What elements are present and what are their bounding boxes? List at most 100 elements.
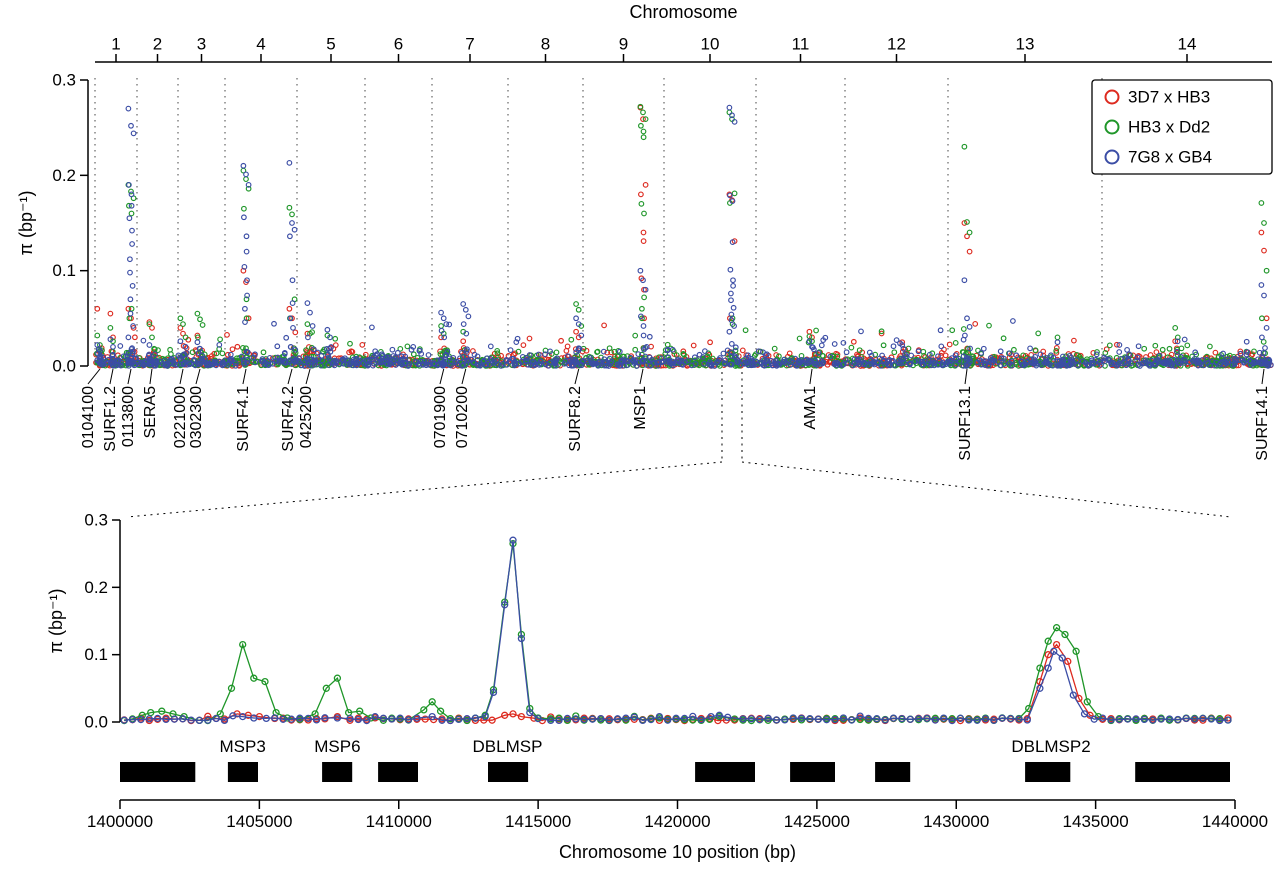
- chromosome-tick-label: 1: [111, 35, 120, 54]
- data-point: [369, 324, 375, 331]
- data-point: [212, 714, 220, 723]
- data-point: [189, 349, 196, 356]
- data-point: [700, 354, 706, 360]
- data-point: [729, 198, 736, 204]
- data-point: [149, 325, 155, 331]
- data-point: [907, 360, 913, 367]
- data-point: [220, 361, 227, 368]
- data-point: [952, 340, 959, 346]
- gene-label: DBLMSP2: [1011, 737, 1090, 756]
- data-point: [949, 327, 956, 334]
- data-point: [126, 202, 132, 209]
- data-point: [902, 351, 908, 358]
- zoom-dotted-line: [126, 461, 723, 518]
- data-point: [973, 716, 981, 724]
- locus-label: 0113800: [120, 386, 137, 447]
- gene-box: [322, 762, 353, 782]
- data-point: [931, 716, 939, 724]
- data-point: [243, 248, 250, 255]
- data-point: [738, 358, 744, 365]
- data-point: [190, 357, 197, 363]
- data-point: [572, 715, 580, 723]
- data-point: [439, 362, 446, 369]
- data-point: [1135, 361, 1142, 368]
- data-point: [107, 336, 114, 343]
- data-point: [797, 714, 806, 722]
- data-point: [1207, 715, 1215, 723]
- data-point: [836, 362, 843, 368]
- data-point: [728, 361, 735, 368]
- data-point: [643, 344, 650, 350]
- top-y-tick-label: 0.3: [52, 71, 76, 90]
- data-point: [182, 343, 189, 350]
- chromosome-tick-label: 14: [1178, 35, 1197, 54]
- legend-marker-icon: [1104, 149, 1120, 165]
- data-point: [639, 716, 647, 725]
- data-point: [1037, 360, 1044, 366]
- data-point: [939, 360, 946, 366]
- data-point: [177, 325, 184, 331]
- data-point: [1263, 315, 1270, 322]
- data-point: [646, 333, 653, 340]
- data-point: [1089, 359, 1096, 366]
- data-point: [1187, 359, 1193, 366]
- data-point: [670, 360, 676, 367]
- data-point: [931, 359, 937, 366]
- data-point: [551, 359, 558, 366]
- chromosome-tick-label: 13: [1016, 35, 1035, 54]
- data-point: [241, 264, 248, 270]
- data-point: [898, 360, 904, 366]
- locus-label: MSP1: [632, 386, 649, 430]
- data-point: [304, 321, 311, 327]
- data-point: [966, 248, 973, 255]
- data-point: [640, 109, 646, 116]
- data-point: [635, 351, 642, 357]
- locus-label: 0104100: [80, 386, 97, 448]
- locus-leader-line: [195, 368, 201, 385]
- data-point: [752, 358, 759, 365]
- data-point: [1259, 334, 1265, 341]
- data-point: [755, 348, 762, 355]
- data-point: [120, 716, 128, 724]
- data-point: [438, 323, 444, 329]
- data-point: [822, 716, 831, 724]
- data-point: [199, 358, 206, 364]
- data-point: [729, 112, 735, 119]
- data-point: [727, 192, 733, 199]
- data-point: [1261, 292, 1267, 299]
- gene-label: MSP3: [220, 737, 266, 756]
- data-point: [1115, 361, 1122, 368]
- data-point: [245, 315, 252, 322]
- data-point: [555, 714, 563, 722]
- data-point: [701, 360, 708, 367]
- data-point: [1107, 716, 1115, 724]
- data-point: [282, 360, 289, 366]
- data-point: [140, 337, 147, 344]
- data-point: [443, 321, 450, 327]
- data-point: [678, 357, 685, 364]
- data-point: [729, 349, 735, 356]
- data-point: [956, 714, 965, 722]
- data-point: [1260, 350, 1267, 356]
- data-point: [125, 305, 132, 312]
- data-point: [489, 688, 498, 697]
- data-point: [127, 310, 134, 317]
- data-point: [194, 360, 201, 367]
- data-point: [499, 361, 506, 367]
- data-point: [244, 349, 251, 356]
- chromosome-tick-label: 10: [701, 35, 720, 54]
- data-point: [1093, 351, 1100, 358]
- data-point: [446, 716, 454, 725]
- data-point: [981, 715, 990, 723]
- data-point: [204, 712, 212, 720]
- data-point: [125, 105, 132, 112]
- data-point: [584, 357, 590, 364]
- data-point: [1000, 355, 1007, 362]
- data-point: [428, 698, 436, 706]
- data-point: [850, 338, 857, 345]
- data-point: [292, 347, 299, 353]
- data-point: [893, 337, 900, 343]
- data-point: [509, 710, 517, 718]
- data-point: [563, 348, 570, 354]
- data-point: [878, 362, 884, 369]
